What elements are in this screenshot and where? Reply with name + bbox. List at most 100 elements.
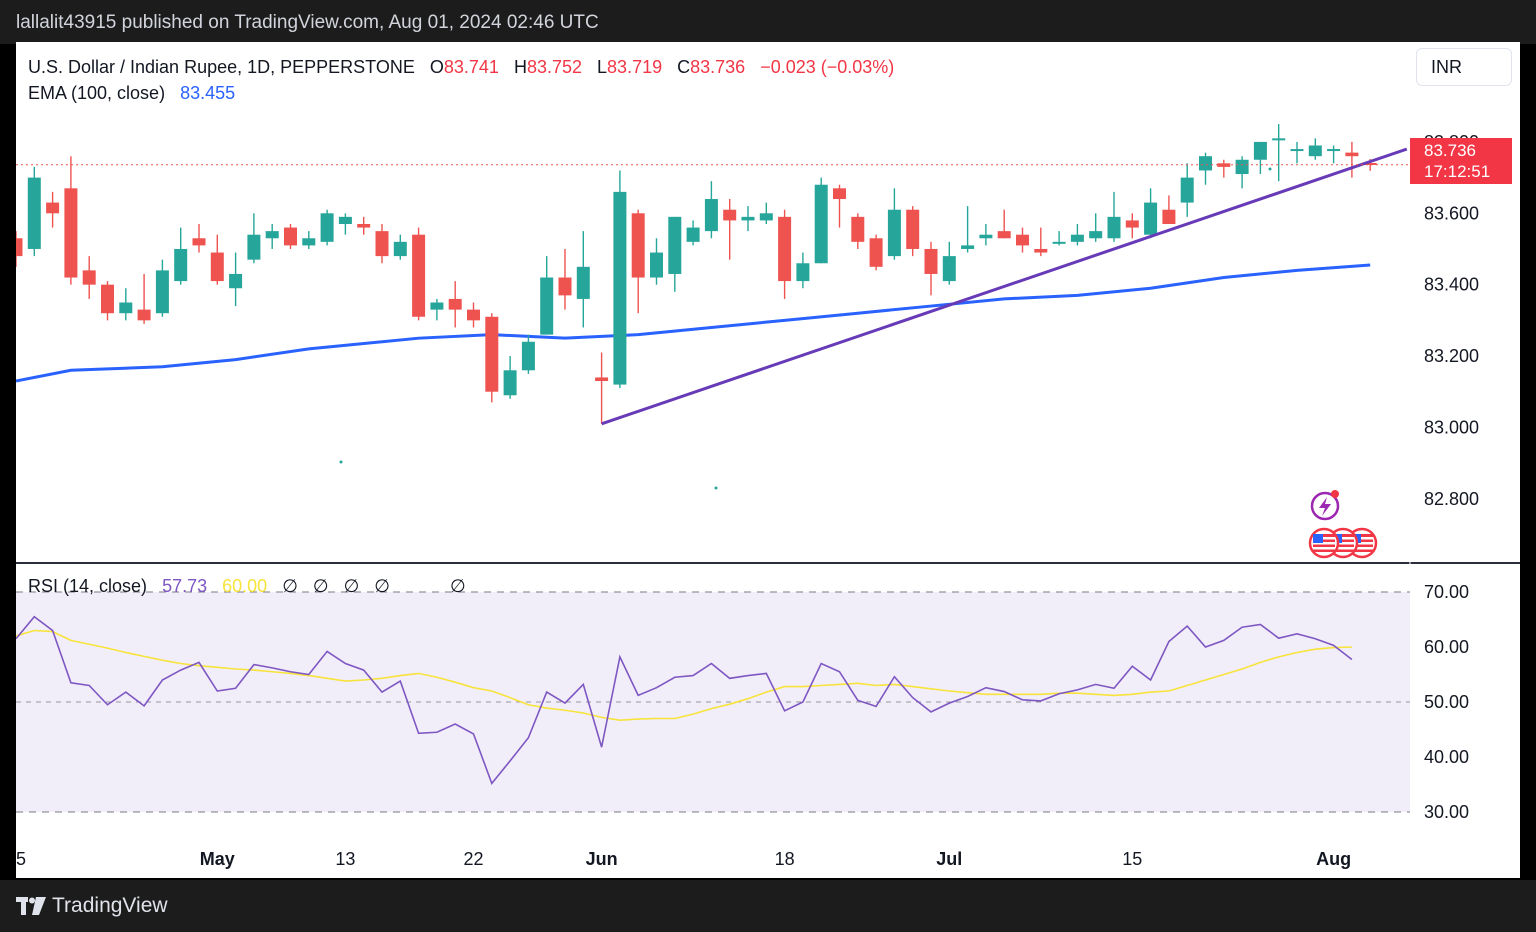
publisher-bar: lallalit43915 published on TradingView.c… bbox=[0, 0, 1536, 44]
candle-body bbox=[778, 216, 792, 282]
rsi-legend[interactable]: RSI (14, close) 57.73 60.00 ∅ ∅ ∅ ∅ ∅ bbox=[28, 576, 466, 597]
candle bbox=[1034, 227, 1048, 257]
candle-body bbox=[503, 370, 517, 396]
rsi-ma-line bbox=[15, 629, 1352, 721]
candle bbox=[467, 302, 480, 328]
candle bbox=[1016, 227, 1029, 253]
candle bbox=[540, 256, 554, 335]
candle bbox=[27, 166, 41, 257]
candle bbox=[1308, 138, 1322, 160]
candle-body bbox=[979, 234, 993, 239]
candle-body bbox=[1070, 234, 1084, 242]
candle-body bbox=[1345, 152, 1359, 157]
trendline-layer[interactable] bbox=[601, 147, 1408, 426]
chart-dot bbox=[714, 486, 718, 490]
rsi-band bbox=[16, 591, 1410, 813]
rsi-tick-label: 30.00 bbox=[1424, 802, 1469, 822]
candle bbox=[430, 298, 444, 321]
candle bbox=[558, 248, 572, 310]
candle-body bbox=[1034, 248, 1048, 253]
candle-body bbox=[1363, 162, 1377, 165]
candle bbox=[704, 181, 718, 239]
candle bbox=[961, 206, 975, 253]
candle-body bbox=[1235, 159, 1249, 175]
candle-body bbox=[833, 188, 846, 200]
candle bbox=[924, 241, 938, 296]
candle-body bbox=[1290, 149, 1304, 152]
currency-button[interactable]: INR bbox=[1416, 48, 1512, 86]
candle bbox=[357, 216, 371, 235]
candle bbox=[759, 202, 773, 224]
candle bbox=[1162, 195, 1176, 224]
candle bbox=[338, 213, 352, 235]
candle bbox=[1217, 159, 1231, 178]
candle bbox=[229, 252, 243, 307]
main-legend[interactable]: U.S. Dollar / Indian Rupee, 1D, PEPPERST… bbox=[28, 54, 894, 106]
rsi-hidden-value: ∅ bbox=[312, 576, 329, 596]
candle bbox=[448, 281, 462, 328]
rsi-label: RSI (14, close) bbox=[28, 576, 148, 596]
candle-body bbox=[137, 309, 151, 321]
open-value: 83.741 bbox=[443, 57, 499, 77]
ema-value: 83.455 bbox=[180, 83, 236, 103]
ema-legend-row[interactable]: EMA (100, close) 83.455 bbox=[28, 80, 894, 106]
price-tick-label: 82.800 bbox=[1424, 489, 1479, 509]
candle-body bbox=[467, 309, 480, 321]
candle-body bbox=[723, 209, 737, 221]
candle bbox=[979, 223, 993, 246]
rsi-lines bbox=[15, 615, 1353, 785]
candle bbox=[1180, 163, 1194, 217]
tradingview-logo-icon bbox=[16, 897, 46, 915]
candle-body bbox=[9, 238, 23, 257]
rsi-tick-label: 70.00 bbox=[1424, 582, 1469, 602]
ema-label: EMA (100, close) bbox=[28, 83, 166, 103]
candle-body bbox=[1180, 177, 1194, 203]
candle bbox=[503, 356, 517, 399]
candle-body bbox=[64, 188, 78, 278]
time-tick-label: 15 bbox=[1122, 849, 1142, 869]
us-flag-icon[interactable] bbox=[1308, 527, 1340, 559]
rsi-hidden-value: ∅ bbox=[343, 576, 360, 596]
chart-dot bbox=[339, 460, 343, 464]
ema-line bbox=[15, 263, 1371, 383]
candle-body bbox=[613, 191, 627, 385]
rsi-value: 57.73 bbox=[162, 576, 208, 596]
candle-body bbox=[1253, 141, 1267, 160]
candle bbox=[906, 206, 920, 257]
candle bbox=[82, 256, 96, 299]
candle-body bbox=[650, 252, 663, 278]
candle-body bbox=[1162, 209, 1176, 224]
candle bbox=[1253, 141, 1267, 175]
candle bbox=[1272, 124, 1286, 182]
time-tick-label: 5 bbox=[16, 849, 26, 869]
candle bbox=[174, 227, 188, 285]
candle-body bbox=[887, 209, 901, 257]
lightning-event-icon[interactable] bbox=[1310, 490, 1340, 521]
candle bbox=[613, 170, 627, 389]
chart-dot bbox=[1268, 167, 1272, 171]
time-axis[interactable]: 5 May 13 22 Jun 18 Jul 15 Aug bbox=[16, 849, 1351, 869]
candle-body bbox=[247, 234, 261, 260]
rsi-scale[interactable]: 70.00 60.00 50.00 40.00 30.00 bbox=[1424, 582, 1469, 822]
candle bbox=[1345, 141, 1359, 178]
candle-body bbox=[924, 248, 938, 274]
candle-body bbox=[1199, 156, 1212, 171]
candle-body bbox=[265, 231, 279, 239]
candle bbox=[485, 313, 499, 403]
candle bbox=[887, 188, 901, 260]
candle bbox=[1052, 231, 1066, 246]
time-tick-label: Aug bbox=[1316, 849, 1351, 869]
tradingview-logo[interactable]: TradingView bbox=[16, 894, 168, 918]
candle-body bbox=[576, 266, 590, 299]
rsi-tick-label: 50.00 bbox=[1424, 692, 1469, 712]
candle-body bbox=[1016, 234, 1029, 246]
candle-body bbox=[814, 184, 828, 264]
rsi-ma-value: 60.00 bbox=[222, 576, 268, 596]
candle bbox=[741, 206, 755, 232]
candle-body bbox=[796, 263, 810, 282]
time-tick-label: 13 bbox=[335, 849, 355, 869]
candle bbox=[650, 238, 663, 285]
time-tick-label: May bbox=[200, 849, 235, 869]
